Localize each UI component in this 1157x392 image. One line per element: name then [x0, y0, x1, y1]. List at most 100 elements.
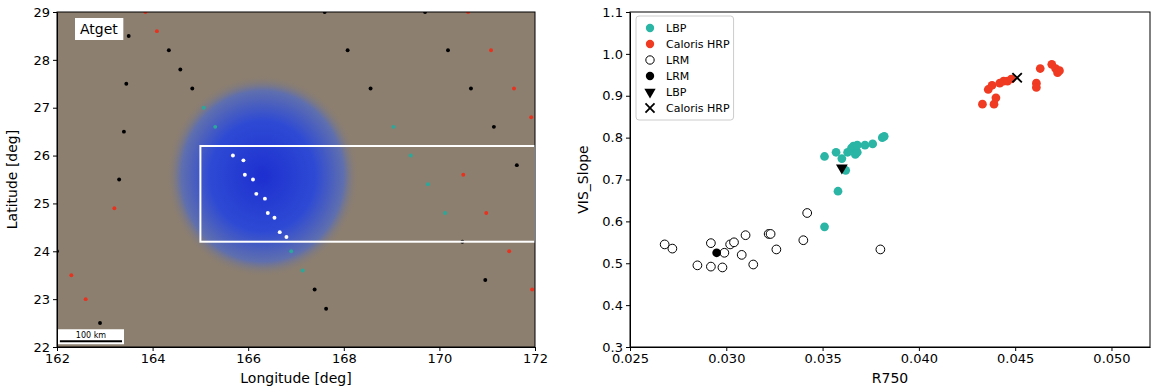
legend-frame: [636, 16, 734, 120]
point: [730, 238, 739, 247]
point: [254, 192, 258, 196]
x-axis-title: R750: [872, 370, 908, 386]
point: [1036, 64, 1045, 73]
y-axis: 2223242526272829: [33, 5, 57, 355]
point: [469, 87, 473, 91]
tick-mark: [626, 221, 630, 222]
axis-line: [631, 347, 1151, 348]
tick: 1.1: [602, 5, 630, 20]
tick-mark: [626, 54, 630, 55]
tick-mark: [626, 305, 630, 306]
point: [712, 248, 721, 257]
tick: 170: [427, 347, 452, 366]
tick: 0.4: [602, 298, 630, 313]
tick: 0.5: [602, 256, 630, 271]
legend-symbol: [646, 24, 654, 32]
point: [69, 273, 73, 277]
point: [167, 48, 171, 52]
point: [530, 288, 534, 292]
y-axis: 0.30.40.50.60.70.80.91.01.1: [602, 5, 630, 355]
legend: LBPCaloris HRPLRMLRMLBPCaloris HRP: [636, 16, 734, 120]
point: [820, 152, 829, 161]
series: [712, 248, 721, 257]
point: [461, 173, 465, 177]
point: [707, 262, 716, 271]
tick: 0.9: [602, 88, 630, 103]
point: [1055, 66, 1064, 75]
tick: 0.030: [708, 347, 745, 366]
tick: 168: [332, 347, 357, 366]
tick: 22: [33, 340, 57, 355]
x-axis: 0.0250.0300.0350.0400.0450.050: [612, 347, 1151, 366]
tick-label: 23: [33, 292, 50, 307]
map-feature: [167, 76, 358, 277]
point: [324, 307, 328, 311]
scale-bar: 100 km: [58, 329, 124, 344]
tick-label: 26: [33, 148, 50, 163]
tick: 164: [141, 347, 166, 366]
point: [749, 260, 758, 269]
point: [1012, 73, 1021, 82]
tick: 0.8: [602, 130, 630, 145]
tick-mark: [53, 108, 57, 109]
tick: 27: [33, 100, 57, 115]
point: [718, 263, 727, 272]
tick: 29: [33, 5, 57, 20]
series: [836, 164, 848, 174]
scale-bar-box: [58, 329, 124, 344]
legend-symbol: [645, 103, 654, 112]
tick-label: 172: [523, 351, 548, 366]
region-box: [200, 146, 535, 242]
point: [988, 81, 997, 90]
plot-frame: [630, 12, 1150, 347]
point: [868, 140, 877, 149]
point: [127, 34, 131, 38]
tick-label: 0.6: [602, 214, 623, 229]
point: [693, 261, 702, 270]
tick-label: 0.040: [901, 351, 938, 366]
point: [720, 248, 729, 257]
point: [266, 211, 270, 215]
series: [69, 12, 534, 301]
map-background: [57, 12, 535, 347]
tick-mark: [53, 203, 57, 204]
point: [836, 164, 848, 174]
tick-label: 0.5: [602, 256, 623, 271]
series: [820, 132, 888, 231]
tick-label: 0.3: [602, 340, 623, 355]
figure: Atget100 km16216416616817017222232425262…: [0, 0, 1157, 392]
point: [489, 48, 493, 52]
tick-mark: [53, 12, 57, 13]
annotation-box: [75, 18, 123, 40]
tick-mark: [626, 12, 630, 13]
axis-line: [630, 13, 631, 348]
legend-label: LBP: [666, 22, 687, 35]
panel-0: Atget100 km16216416616817017222232425262…: [4, 5, 548, 386]
plot-area: [57, 12, 535, 347]
point: [369, 87, 373, 91]
tick: 25: [33, 196, 57, 211]
point: [301, 268, 305, 272]
tick: 0.035: [804, 347, 841, 366]
tick-label: 168: [332, 351, 357, 366]
point: [190, 87, 194, 91]
point: [392, 125, 396, 129]
axis-line: [58, 347, 536, 348]
point: [289, 249, 293, 253]
tick-mark: [626, 347, 630, 348]
point: [231, 154, 235, 158]
point: [820, 222, 829, 231]
point: [992, 93, 1001, 102]
scale-bar-label: 100 km: [76, 331, 106, 340]
point: [346, 48, 350, 52]
point: [1032, 83, 1041, 92]
point: [529, 115, 533, 119]
tick: 0.7: [602, 172, 630, 187]
tick: 0.3: [602, 340, 630, 355]
point: [803, 209, 812, 218]
tick: 172: [523, 347, 548, 366]
tick-label: 25: [33, 196, 50, 211]
point: [707, 239, 716, 248]
point: [178, 67, 182, 71]
point: [202, 106, 206, 110]
